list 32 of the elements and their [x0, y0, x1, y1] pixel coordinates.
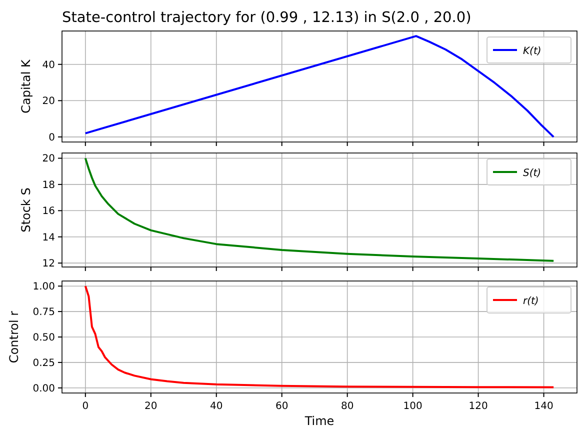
x-tick-label: 140 — [534, 401, 554, 412]
y-tick-label: 1.00 — [32, 282, 55, 293]
y-tick-label: 20 — [42, 154, 55, 165]
x-tick-label: 120 — [468, 401, 488, 412]
x-tick-label: 100 — [403, 401, 422, 412]
x-tick-label: 60 — [275, 401, 288, 412]
x-axis-title: Time — [304, 414, 334, 427]
y-tick-label: 0 — [48, 132, 55, 144]
y-tick-label: 0.25 — [32, 358, 55, 369]
y-tick-label: 0.75 — [32, 307, 55, 318]
legend-label: K(t) — [523, 46, 542, 57]
y-tick-label: 12 — [42, 258, 55, 270]
x-tick-label: 20 — [144, 401, 158, 412]
y-tick-label: 20 — [42, 96, 55, 108]
x-tick-label: 80 — [340, 401, 354, 412]
chart-title: State-control trajectory for (0.99 , 12.13) in S(2.0 , 20.0) — [62, 10, 472, 26]
x-tick-label: 0 — [82, 401, 89, 412]
y-tick-label: 40 — [42, 60, 55, 71]
legend-label: S(t) — [523, 168, 542, 179]
y-tick-label: 0.00 — [32, 383, 55, 394]
legend-label: r(t) — [523, 296, 539, 307]
y-tick-label: 14 — [42, 232, 55, 244]
line-series — [84, 285, 555, 388]
y-axis-title: Stock S — [19, 188, 33, 232]
line-series — [84, 35, 555, 138]
y-axis-title: Control r — [7, 310, 21, 364]
y-tick-label: 0.50 — [32, 332, 55, 344]
line-series — [84, 157, 555, 262]
y-tick-label: 16 — [42, 206, 55, 218]
y-tick-label: 18 — [42, 180, 55, 191]
x-tick-label: 40 — [210, 401, 223, 412]
y-axis-title: Capital K — [19, 58, 33, 114]
